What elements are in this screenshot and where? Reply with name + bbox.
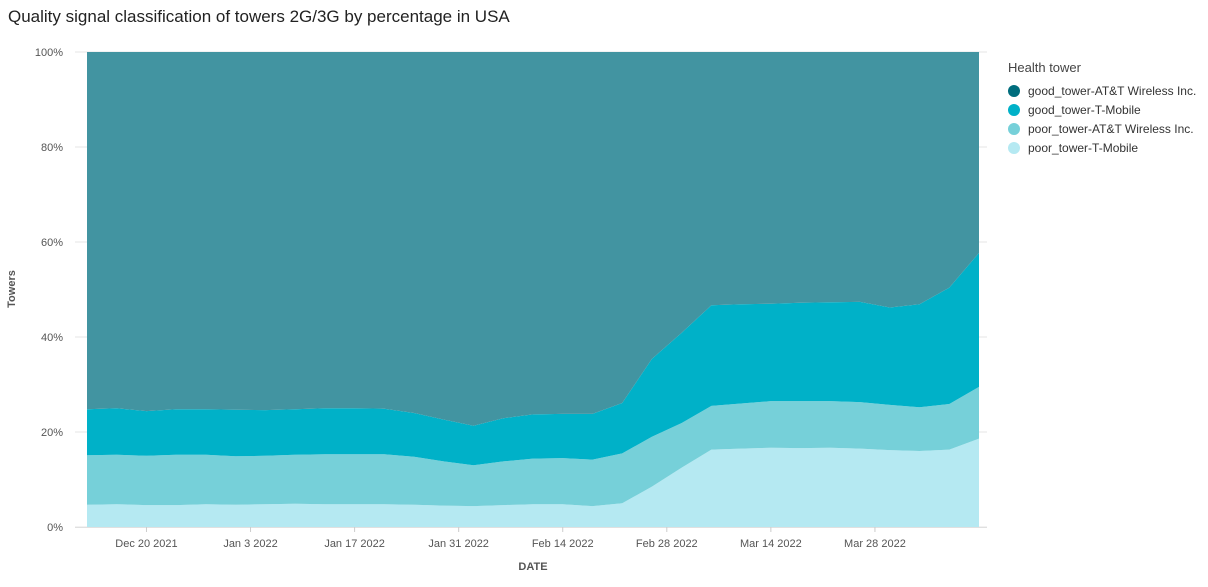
legend-swatch-icon	[1008, 84, 1020, 97]
area-series-poor-tower-t-mobile[interactable]	[87, 438, 979, 527]
x-axis-title: DATE	[518, 561, 547, 573]
legend: Health tower good_tower-AT&T Wireless In…	[1008, 60, 1204, 157]
y-axis: 0% 20% 40% 60% 80% 100%	[35, 47, 63, 534]
chart-title: Quality signal classification of towers …	[8, 7, 510, 26]
area-series-poor-tower-at-t-wireless-inc-[interactable]	[87, 386, 979, 507]
x-tick-label: Feb 14 2022	[532, 538, 594, 550]
y-tick-label: 40%	[41, 332, 63, 344]
area-series-good-tower-t-mobile[interactable]	[87, 252, 979, 466]
y-axis-title: Towers	[6, 270, 18, 308]
area-series-good-tower-at-t-wireless-inc-[interactable]	[87, 52, 979, 426]
x-tick-label: Jan 31 2022	[428, 538, 489, 550]
x-tick-label: Jan 3 2022	[223, 538, 277, 550]
x-axis: Dec 20 2021 Jan 3 2022 Jan 17 2022 Jan 31 2…	[75, 527, 987, 550]
legend-label: good_tower-T-Mobile	[1028, 102, 1141, 117]
legend-swatch-icon	[1008, 122, 1020, 135]
legend-item[interactable]: good_tower-T-Mobile	[1008, 100, 1204, 119]
legend-title: Health tower	[1008, 60, 1081, 75]
y-tick-label: 80%	[41, 142, 63, 154]
x-tick-label: Feb 28 2022	[636, 538, 698, 550]
legend-item[interactable]: poor_tower-AT&T Wireless Inc.	[1008, 119, 1204, 138]
legend-label: poor_tower-AT&T Wireless Inc.	[1028, 121, 1194, 136]
x-tick-label: Jan 17 2022	[324, 538, 385, 550]
area-series	[87, 52, 979, 527]
legend-item[interactable]: good_tower-AT&T Wireless Inc.	[1008, 81, 1204, 100]
legend-label: poor_tower-T-Mobile	[1028, 140, 1139, 155]
area-chart: 0% 20% 40% 60% 80% 100% Dec 20 2021 Jan 3 2022…	[6, 47, 987, 573]
x-tick-label: Mar 14 2022	[740, 538, 802, 550]
y-tick-label: 20%	[41, 427, 63, 439]
x-tick-label: Mar 28 2022	[844, 538, 906, 550]
legend-swatch-icon	[1008, 141, 1020, 154]
legend-item[interactable]: poor_tower-T-Mobile	[1008, 138, 1204, 157]
legend-swatch-icon	[1008, 103, 1020, 116]
y-tick-label: 60%	[41, 237, 63, 249]
y-tick-label: 0%	[47, 522, 63, 534]
legend-label: good_tower-AT&T Wireless Inc.	[1028, 83, 1197, 98]
y-tick-label: 100%	[35, 47, 63, 59]
x-tick-label: Dec 20 2021	[115, 538, 177, 550]
